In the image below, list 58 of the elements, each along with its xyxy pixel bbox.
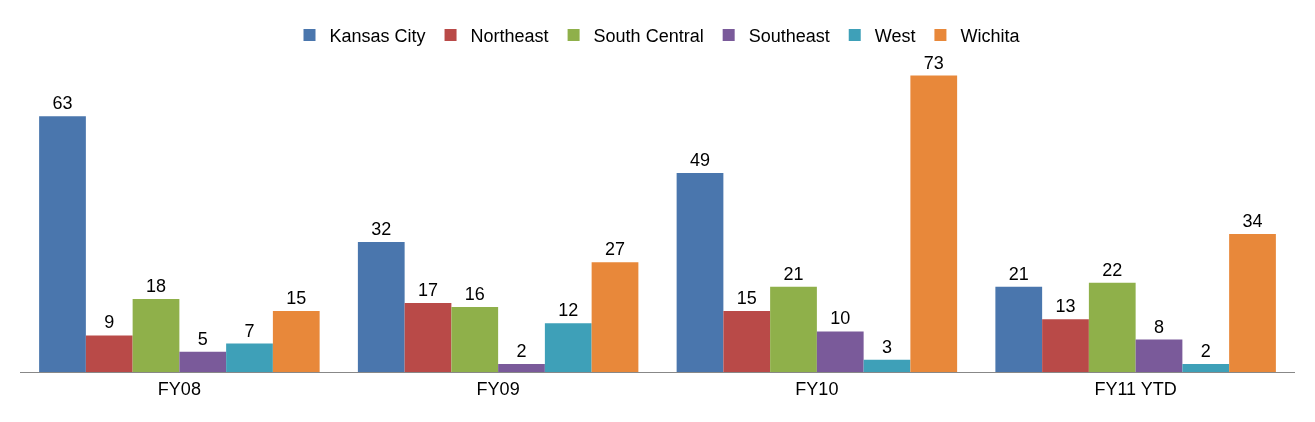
data-label: 15 bbox=[286, 288, 307, 309]
data-label: 63 bbox=[52, 93, 73, 114]
bar bbox=[995, 286, 1043, 372]
bar bbox=[132, 298, 180, 372]
bar bbox=[816, 331, 864, 372]
legend-label: West bbox=[874, 25, 916, 46]
x-tick-label: FY08 bbox=[157, 378, 201, 399]
bar bbox=[1042, 319, 1089, 372]
bar bbox=[770, 286, 817, 372]
bar bbox=[591, 262, 639, 372]
data-label: 15 bbox=[736, 288, 757, 309]
data-label: 73 bbox=[923, 52, 944, 73]
legend-label: Southeast bbox=[748, 25, 830, 46]
data-label: 8 bbox=[1154, 316, 1165, 337]
bar bbox=[451, 307, 499, 372]
data-label: 10 bbox=[830, 308, 851, 329]
bar bbox=[544, 323, 592, 372]
data-label: 2 bbox=[1200, 340, 1211, 361]
bar bbox=[863, 359, 911, 372]
data-label: 13 bbox=[1055, 296, 1076, 317]
data-label: 12 bbox=[558, 300, 579, 321]
x-tick-label: FY11 YTD bbox=[1094, 378, 1177, 399]
data-label: 2 bbox=[516, 340, 527, 361]
legend-label: Kansas City bbox=[329, 25, 426, 46]
data-label: 9 bbox=[104, 312, 115, 333]
data-label: 27 bbox=[604, 239, 626, 260]
bar bbox=[1229, 233, 1276, 372]
data-label: 3 bbox=[881, 336, 893, 357]
bar bbox=[676, 173, 724, 372]
bar bbox=[910, 75, 958, 372]
data-label: 21 bbox=[783, 263, 804, 284]
data-label: 17 bbox=[417, 279, 439, 300]
bar bbox=[179, 351, 227, 372]
bar bbox=[39, 116, 86, 372]
bar bbox=[1135, 339, 1183, 372]
data-label: 21 bbox=[1008, 263, 1029, 284]
bar bbox=[498, 363, 545, 372]
x-tick-label: FY10 bbox=[795, 378, 839, 399]
bar bbox=[1182, 363, 1230, 372]
data-label: 7 bbox=[244, 320, 255, 341]
data-label: 34 bbox=[1242, 210, 1263, 231]
bar bbox=[85, 335, 133, 372]
legend-label: Wichita bbox=[960, 25, 1021, 46]
data-label: 32 bbox=[371, 219, 392, 240]
bar bbox=[272, 311, 320, 372]
legend-label: Northeast bbox=[470, 25, 549, 46]
data-label: 18 bbox=[145, 275, 167, 296]
data-label: 5 bbox=[197, 328, 208, 349]
legend-label: South Central bbox=[593, 25, 704, 46]
bar bbox=[226, 343, 273, 372]
bar bbox=[357, 242, 405, 372]
bar bbox=[1088, 282, 1136, 372]
x-tick-label: FY09 bbox=[476, 378, 520, 399]
data-label: 49 bbox=[689, 150, 711, 171]
bar bbox=[404, 302, 452, 372]
data-label: 16 bbox=[464, 284, 485, 305]
bar bbox=[723, 311, 771, 372]
data-label: 22 bbox=[1102, 259, 1123, 280]
